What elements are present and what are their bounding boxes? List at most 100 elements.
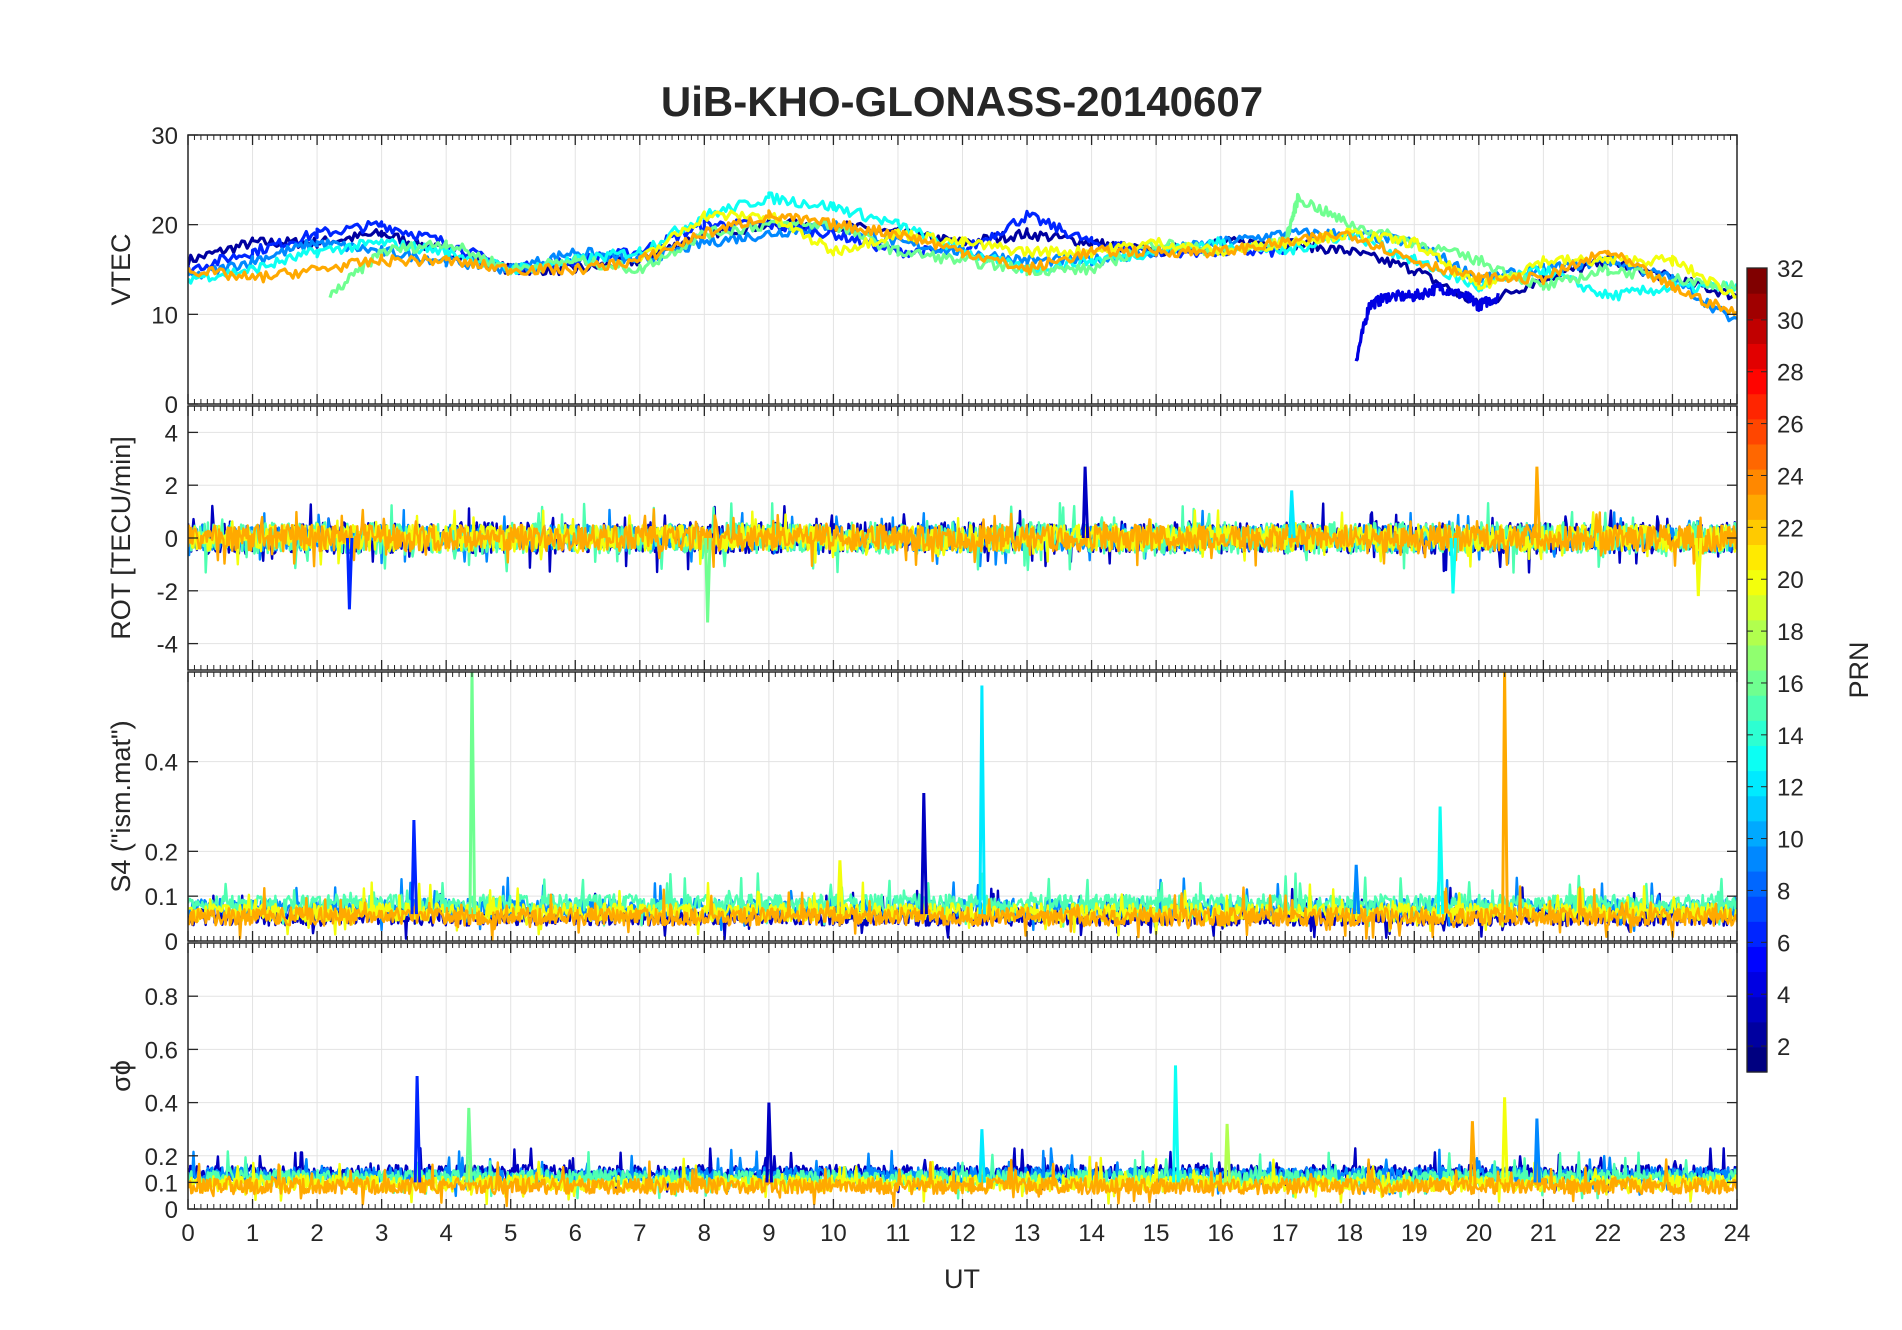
- colorbar-segment: [1747, 268, 1767, 294]
- x-axis-label: UT: [944, 1264, 980, 1294]
- colorbar-segment: [1747, 1046, 1767, 1073]
- y-tick-label: 0.6: [145, 1037, 178, 1064]
- colorbar-segment: [1747, 418, 1767, 445]
- colorbar-segment: [1747, 971, 1767, 998]
- y-axis-label: S4 ("ism.mat"): [106, 720, 136, 892]
- y-tick-label: 2: [165, 473, 178, 500]
- colorbar-segment: [1747, 293, 1767, 319]
- colorbar-segment: [1747, 946, 1767, 973]
- series-line-prn-20: [638, 209, 1737, 299]
- x-tick-label: 2: [310, 1220, 323, 1247]
- panel-4: 0 1 2 3 4 5 6 7 8 9 10 11 12 13 14 15 16 17 18 19 20 21 22 23 24…: [106, 942, 1751, 1247]
- x-tick-label: 12: [949, 1220, 976, 1247]
- spike-mark: [704, 537, 712, 623]
- x-tick-label: 7: [633, 1220, 646, 1247]
- panel-3: 0 0.1 0.2 0.4 S4 ("ism.mat"): [106, 671, 1738, 956]
- spike-mark: [1172, 1065, 1180, 1183]
- y-tick-label: 0.4: [145, 1091, 178, 1118]
- y-tick-label: 0.2: [145, 839, 178, 866]
- series-line-prn-15: [188, 872, 1737, 928]
- spike-mark: [1449, 537, 1458, 594]
- series-line-prn-20: [188, 509, 1737, 568]
- series-group: [188, 466, 1737, 623]
- colorbar-segment: [1747, 368, 1767, 395]
- y-tick-label: 0: [165, 392, 178, 419]
- x-tick-label: 13: [1014, 1220, 1041, 1247]
- colorbar-segment: [1747, 644, 1767, 671]
- y-tick-label: 0.8: [145, 984, 178, 1011]
- colorbar-frame: [1746, 267, 1768, 1073]
- y-tick-label: 20: [151, 213, 178, 240]
- x-tick-label: 21: [1530, 1220, 1557, 1247]
- colorbar-segment: [1747, 1021, 1767, 1048]
- x-tick-label: 14: [1078, 1220, 1105, 1247]
- colorbar-tick-label: 14: [1777, 723, 1804, 750]
- y-tick-label: 0.1: [145, 1170, 178, 1197]
- x-tick-label: 1: [246, 1220, 259, 1247]
- y-tick-label: 0: [165, 526, 178, 553]
- colorbar-tick-label: 8: [1777, 878, 1790, 905]
- x-tick-label: 19: [1401, 1220, 1428, 1247]
- colorbar-segment: [1747, 770, 1767, 797]
- x-tick-label: 8: [698, 1220, 711, 1247]
- series-group: [188, 672, 1737, 941]
- spike-mark: [978, 1129, 986, 1183]
- colorbar-segment: [1747, 494, 1767, 520]
- colorbar-segment: [1747, 469, 1767, 495]
- x-tick-label: 23: [1659, 1220, 1686, 1247]
- spike-mark: [765, 1102, 773, 1183]
- series-line-prn-23: [188, 885, 1737, 941]
- y-tick-label: -4: [157, 632, 178, 659]
- colorbar-tick-label: 16: [1777, 671, 1804, 698]
- x-tick-label: 6: [569, 1220, 582, 1247]
- x-tick-label: 18: [1336, 1220, 1363, 1247]
- panel-1: 0 10 20 30 VTEC: [106, 123, 1738, 419]
- spike-mark: [920, 792, 928, 915]
- spike-mark: [1081, 466, 1090, 539]
- colorbar-tick-label: 20: [1777, 567, 1804, 594]
- spike-mark: [1352, 864, 1361, 915]
- colorbar-segment: [1747, 544, 1767, 571]
- colorbar-segment: [1747, 393, 1767, 420]
- spike-mark: [468, 672, 477, 915]
- colorbar-segment: [1747, 594, 1767, 621]
- spike-mark: [978, 685, 986, 915]
- series-line-prn-16: [328, 192, 1737, 299]
- spike-mark: [1223, 1123, 1232, 1183]
- spike-mark: [1501, 672, 1509, 915]
- y-tick-label: 0.4: [145, 750, 178, 777]
- colorbar-segment: [1747, 318, 1767, 344]
- colorbar-tick-label: 32: [1777, 256, 1804, 283]
- y-tick-label: 0: [165, 929, 178, 956]
- y-axis-label: σϕ: [106, 1060, 136, 1092]
- x-tick-label: 4: [439, 1220, 452, 1247]
- panel-2: -4 -2 0 2 4 ROT [TECU/min]: [106, 405, 1738, 671]
- colorbar-label: PRN: [1844, 641, 1874, 698]
- series-line-prn-23: [188, 1158, 1737, 1208]
- series-line-prn-23: [188, 209, 1737, 317]
- spike-mark: [1533, 1118, 1541, 1183]
- y-tick-label: 30: [151, 123, 178, 150]
- colorbar-segment: [1747, 695, 1767, 721]
- spike-mark: [1468, 1121, 1477, 1183]
- colorbar-tick-label: 6: [1777, 930, 1790, 957]
- spike-mark: [1436, 806, 1445, 915]
- y-axis-label: VTEC: [106, 233, 136, 305]
- colorbar-tick-label: 28: [1777, 360, 1804, 387]
- x-tick-label: 22: [1595, 1220, 1622, 1247]
- spike-mark: [413, 1075, 422, 1183]
- x-tick-label: 16: [1207, 1220, 1234, 1247]
- y-tick-label: 10: [151, 302, 178, 329]
- series-line-prn-23: [188, 508, 1737, 568]
- x-tick-label: 9: [762, 1220, 775, 1247]
- spike-mark: [1533, 466, 1541, 539]
- colorbar-segment: [1747, 619, 1767, 646]
- x-tick-label: 11: [885, 1220, 910, 1247]
- colorbar-tick-label: 26: [1777, 412, 1804, 439]
- x-tick-label: 24: [1724, 1220, 1751, 1247]
- colorbar-segment: [1747, 845, 1767, 872]
- x-tick-label: 0: [181, 1220, 194, 1247]
- colorbar-tick-label: 10: [1777, 827, 1804, 854]
- y-tick-label: -2: [157, 579, 178, 606]
